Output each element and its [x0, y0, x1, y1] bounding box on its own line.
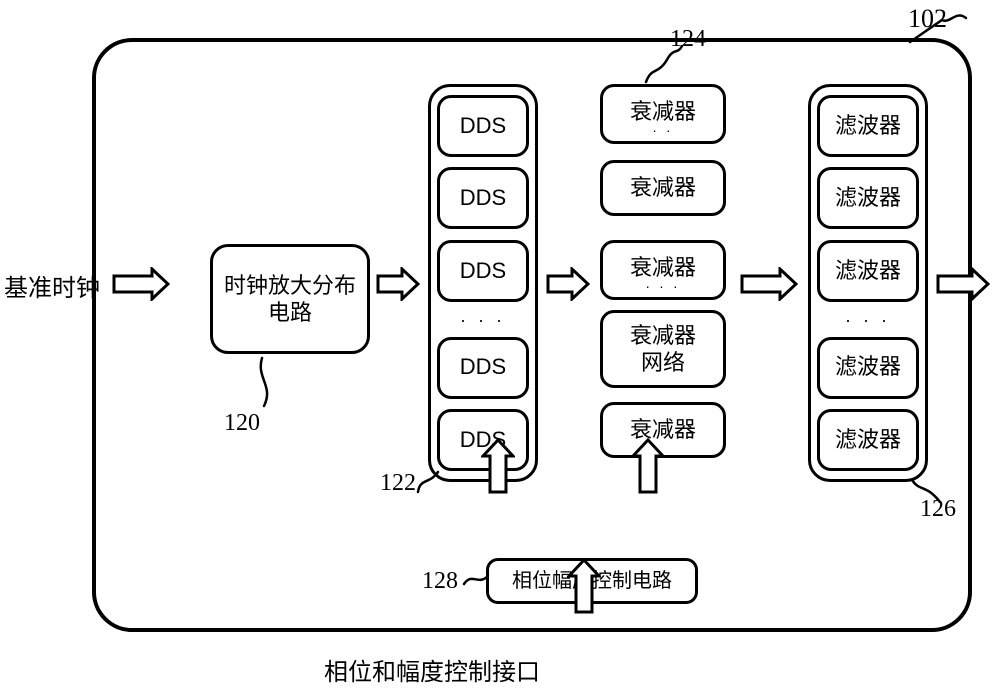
arrow-clock-to-dds	[376, 267, 420, 301]
attenuator-cell-3-text-b: 网络	[630, 349, 696, 377]
arrow-dds-to-att	[546, 267, 590, 301]
leader-126	[910, 478, 944, 506]
arrow-out	[936, 267, 990, 301]
refnum-128: 128	[422, 568, 458, 595]
dds-ellipsis: . . .	[437, 312, 529, 326]
dds-cell-1: DDS	[437, 167, 529, 229]
refnum-120: 120	[224, 410, 260, 437]
attenuator-cell-3: 衰减器 网络	[600, 310, 726, 388]
leader-102	[908, 14, 968, 46]
leader-120	[256, 358, 296, 408]
attenuator-cell-2-dots: . . .	[646, 280, 680, 286]
label-ref-clock: 基准时钟	[4, 268, 100, 303]
arrow-iface-in	[567, 558, 601, 614]
block-clock-amp-line1: 时钟放大分布	[224, 272, 356, 300]
filter-cell-4: 滤波器	[817, 409, 919, 471]
refnum-122: 122	[380, 470, 416, 497]
attenuator-cell-0: 衰减器 . .	[600, 84, 726, 144]
filter-cell-0: 滤波器	[817, 95, 919, 157]
leader-124	[644, 46, 684, 86]
label-phase-interface: 相位和幅度控制接口	[324, 652, 540, 687]
block-clock-amp-line2: 电路	[224, 299, 356, 327]
dds-cell-2: DDS	[437, 240, 529, 302]
stack-filter: 滤波器 滤波器 滤波器 . . . 滤波器 滤波器	[808, 84, 928, 482]
stack-dds: DDS DDS DDS . . . DDS DDS	[428, 84, 538, 482]
attenuator-cell-1: 衰减器	[600, 160, 726, 216]
arrow-ctrl-to-dds	[481, 438, 515, 494]
filter-cell-2: 滤波器	[817, 240, 919, 302]
arrow-in-refclock	[112, 267, 170, 301]
dds-cell-0: DDS	[437, 95, 529, 157]
dds-cell-3: DDS	[437, 337, 529, 399]
attenuator-cell-3-text-a: 衰减器	[630, 322, 696, 350]
attenuator-cell-1-text: 衰减器	[630, 174, 696, 202]
block-clock-amp: 时钟放大分布 电路	[210, 244, 370, 354]
arrow-att-to-filt	[740, 267, 798, 301]
attenuator-cell-2: 衰减器 . . .	[600, 240, 726, 300]
leader-128	[462, 570, 490, 588]
filter-ellipsis: . . .	[817, 312, 919, 326]
arrow-ctrl-to-att	[631, 438, 665, 494]
filter-cell-3: 滤波器	[817, 337, 919, 399]
diagram-canvas: 基准时钟 时钟放大分布 电路 DDS DDS DDS . . . DDS DDS…	[0, 0, 1000, 692]
column-attenuator: 衰减器 . . 衰减器 衰减器 . . . 衰减器 网络 衰减器	[600, 84, 726, 458]
filter-cell-1: 滤波器	[817, 167, 919, 229]
leader-122	[416, 470, 442, 496]
attenuator-cell-0-dots: . .	[653, 124, 674, 130]
